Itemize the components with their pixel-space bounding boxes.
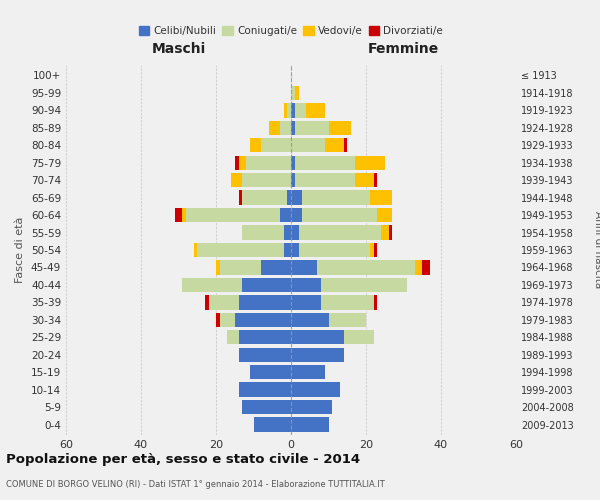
Text: COMUNE DI BORGO VELINO (RI) - Dati ISTAT 1° gennaio 2014 - Elaborazione TUTTITAL: COMUNE DI BORGO VELINO (RI) - Dati ISTAT… bbox=[6, 480, 385, 489]
Bar bbox=[291, 226, 299, 239]
Bar bbox=[239, 295, 291, 310]
Bar bbox=[235, 312, 291, 327]
Bar bbox=[329, 312, 366, 327]
Bar bbox=[205, 295, 209, 310]
Bar bbox=[373, 243, 377, 257]
Bar bbox=[291, 190, 302, 205]
Bar bbox=[216, 312, 220, 327]
Bar bbox=[389, 226, 392, 239]
Bar bbox=[291, 156, 295, 170]
Bar bbox=[295, 86, 299, 100]
Bar bbox=[302, 190, 370, 205]
Bar bbox=[246, 156, 291, 170]
Bar bbox=[370, 243, 373, 257]
Bar bbox=[209, 295, 239, 310]
Bar bbox=[355, 173, 373, 188]
Bar bbox=[302, 208, 377, 222]
Bar bbox=[269, 120, 280, 135]
Bar bbox=[325, 138, 343, 152]
Bar bbox=[284, 243, 291, 257]
Text: Popolazione per età, sesso e stato civile - 2014: Popolazione per età, sesso e stato civil… bbox=[6, 452, 360, 466]
Bar bbox=[321, 278, 407, 292]
Bar bbox=[242, 173, 291, 188]
Bar bbox=[250, 138, 261, 152]
Bar bbox=[373, 173, 377, 188]
Bar bbox=[242, 190, 287, 205]
Bar bbox=[373, 295, 377, 310]
Bar bbox=[235, 156, 239, 170]
Bar bbox=[291, 348, 343, 362]
Bar bbox=[291, 400, 332, 414]
Bar bbox=[295, 120, 329, 135]
Bar bbox=[186, 208, 280, 222]
Legend: Celibi/Nubili, Coniugati/e, Vedovi/e, Divorziati/e: Celibi/Nubili, Coniugati/e, Vedovi/e, Di… bbox=[134, 22, 448, 40]
Bar bbox=[291, 295, 321, 310]
Bar bbox=[415, 260, 422, 274]
Bar bbox=[295, 173, 355, 188]
Bar bbox=[220, 260, 261, 274]
Bar bbox=[381, 226, 389, 239]
Bar bbox=[355, 156, 385, 170]
Bar bbox=[343, 138, 347, 152]
Bar bbox=[254, 418, 291, 432]
Bar bbox=[280, 120, 291, 135]
Text: Femmine: Femmine bbox=[368, 42, 439, 56]
Bar bbox=[197, 243, 284, 257]
Bar bbox=[377, 208, 392, 222]
Bar bbox=[295, 103, 306, 118]
Bar bbox=[291, 120, 295, 135]
Bar bbox=[239, 156, 246, 170]
Bar bbox=[291, 278, 321, 292]
Y-axis label: Anni di nascita: Anni di nascita bbox=[593, 212, 600, 288]
Bar bbox=[216, 260, 220, 274]
Bar bbox=[220, 312, 235, 327]
Y-axis label: Fasce di età: Fasce di età bbox=[16, 217, 25, 283]
Bar bbox=[250, 365, 291, 380]
Bar bbox=[231, 173, 242, 188]
Bar bbox=[291, 173, 295, 188]
Bar bbox=[261, 138, 291, 152]
Bar bbox=[287, 190, 291, 205]
Bar bbox=[321, 295, 373, 310]
Bar bbox=[287, 103, 291, 118]
Bar bbox=[284, 226, 291, 239]
Bar bbox=[291, 103, 295, 118]
Bar bbox=[193, 243, 197, 257]
Bar bbox=[291, 382, 340, 397]
Bar bbox=[291, 418, 329, 432]
Bar bbox=[239, 348, 291, 362]
Bar bbox=[239, 190, 242, 205]
Bar bbox=[227, 330, 239, 344]
Bar bbox=[291, 260, 317, 274]
Bar bbox=[242, 226, 284, 239]
Bar bbox=[239, 330, 291, 344]
Bar bbox=[261, 260, 291, 274]
Bar bbox=[370, 190, 392, 205]
Bar bbox=[291, 243, 299, 257]
Bar bbox=[329, 120, 351, 135]
Bar bbox=[280, 208, 291, 222]
Bar bbox=[295, 156, 355, 170]
Bar bbox=[291, 86, 295, 100]
Bar bbox=[242, 400, 291, 414]
Bar bbox=[182, 278, 242, 292]
Bar bbox=[291, 138, 325, 152]
Bar bbox=[291, 312, 329, 327]
Bar bbox=[239, 382, 291, 397]
Bar bbox=[317, 260, 415, 274]
Bar bbox=[299, 226, 381, 239]
Bar bbox=[284, 103, 287, 118]
Bar bbox=[291, 330, 343, 344]
Bar bbox=[182, 208, 186, 222]
Bar bbox=[306, 103, 325, 118]
Bar bbox=[422, 260, 430, 274]
Bar bbox=[242, 278, 291, 292]
Bar bbox=[299, 243, 370, 257]
Bar bbox=[291, 208, 302, 222]
Text: Maschi: Maschi bbox=[151, 42, 206, 56]
Bar bbox=[291, 365, 325, 380]
Bar bbox=[175, 208, 182, 222]
Bar bbox=[343, 330, 373, 344]
